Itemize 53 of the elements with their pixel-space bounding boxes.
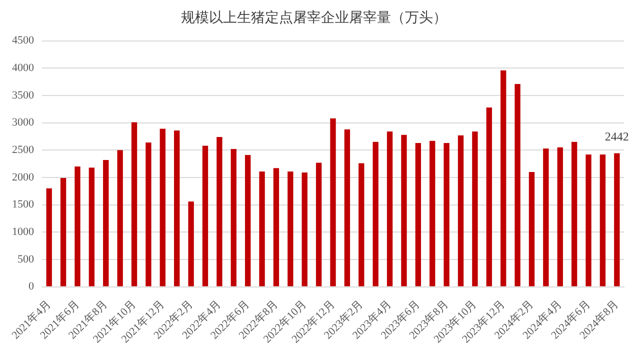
y-tick-label: 1500 [12,198,34,211]
bar [372,142,378,286]
bar [131,122,138,286]
bar [188,202,194,286]
bar [230,149,236,286]
bar [543,148,549,286]
bar [259,171,265,286]
bar [103,160,109,286]
bar [430,140,436,286]
bar [472,132,478,286]
bar [486,107,492,286]
bar [344,129,350,286]
bar [46,188,52,286]
bar [358,163,364,286]
y-tick-label: 2000 [12,171,34,184]
bar [586,154,592,286]
y-tick-label: 3000 [12,116,34,129]
bar [216,137,222,286]
bar [244,155,251,286]
bar [614,153,620,286]
bar [528,172,535,286]
bar [316,162,322,286]
bar [557,147,563,286]
bar [88,168,95,286]
data-label: 2442 [604,129,629,144]
bar [500,70,506,286]
bar [444,143,450,286]
y-tick-label: 4500 [12,34,34,47]
bar [330,118,336,286]
bar [288,171,294,286]
chart-title: 规模以上生猪定点屠宰企业屠宰量（万头） [181,10,447,26]
bar [302,172,308,286]
bar [60,178,66,286]
bar [571,142,578,286]
bar [273,168,280,286]
y-tick-label: 4000 [12,62,34,74]
bar [386,132,393,286]
bar [160,128,166,286]
bar [202,146,208,286]
bar [174,130,180,286]
y-tick-label: 0 [28,280,34,293]
y-tick-label: 3500 [12,89,34,102]
bar [74,166,80,286]
bar [600,154,606,286]
bar [117,150,123,286]
bar [458,135,464,286]
bar [401,134,407,286]
bar [514,84,520,286]
y-tick-label: 500 [18,253,34,266]
bar [415,143,422,286]
y-tick-label: 1000 [12,226,34,238]
y-tick-label: 2500 [12,144,34,156]
bar [146,142,152,286]
